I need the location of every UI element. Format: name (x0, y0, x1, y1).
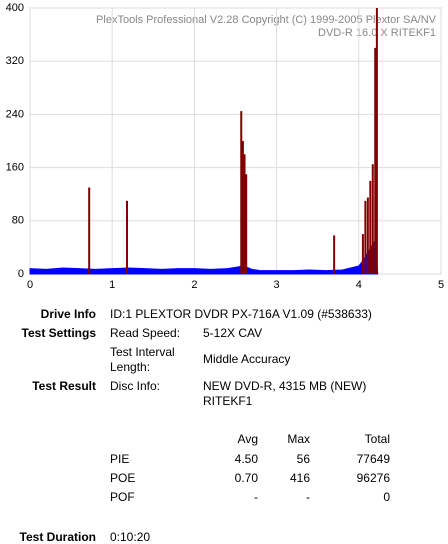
label: Test Duration (19, 530, 96, 544)
x-tick-label: 5 (438, 279, 444, 291)
cell: 96276 (356, 471, 390, 485)
label: Read Speed: (110, 326, 181, 340)
x-tick-label: 3 (274, 279, 280, 291)
x-tick-label: 1 (109, 279, 115, 291)
label: Disc Info: (110, 379, 161, 393)
y-tick-label: 160 (6, 162, 24, 174)
label: Test Settings (21, 326, 96, 340)
row-label: POF (110, 490, 135, 504)
plot-area (29, 7, 442, 275)
x-tick-label: 4 (356, 279, 362, 291)
y-tick-label: 240 (6, 108, 24, 120)
cell: 0.70 (234, 471, 258, 485)
cell: 416 (289, 471, 310, 485)
value: 0:10:20 (110, 530, 151, 544)
header: Total (364, 432, 390, 446)
chart: PlexTools Professional V2.28 Copyright (… (6, 2, 444, 291)
y-tick-label: 320 (6, 55, 24, 67)
label: Test Interval Length: (110, 345, 175, 374)
x-tick-label: 2 (191, 279, 197, 291)
cell: - (306, 490, 310, 504)
y-tick-label: 0 (18, 268, 24, 280)
label: Test Result (32, 379, 96, 393)
y-tick-label: 400 (6, 2, 24, 14)
row-label: POE (110, 471, 136, 485)
row-label: PIE (110, 452, 130, 466)
value: Middle Accuracy (203, 352, 291, 366)
header: Max (287, 432, 310, 446)
y-tick-label: 80 (12, 215, 24, 227)
value: 5-12X CAV (203, 326, 263, 340)
header: Avg (237, 432, 258, 446)
label: Drive Info (40, 307, 96, 321)
x-tick-label: 0 (27, 279, 33, 291)
value: NEW DVD-R, 4315 MB (NEW) RITEKF1 (203, 379, 367, 408)
cell: 77649 (356, 452, 390, 466)
value: ID:1 PLEXTOR DVDR PX-716A V1.09 (#538633… (110, 307, 372, 321)
cell: 0 (383, 490, 390, 504)
cell: 56 (296, 452, 310, 466)
chart-header: PlexTools Professional V2.28 Copyright (… (96, 14, 437, 26)
cell: 4.50 (234, 452, 258, 466)
cell: - (254, 490, 258, 504)
